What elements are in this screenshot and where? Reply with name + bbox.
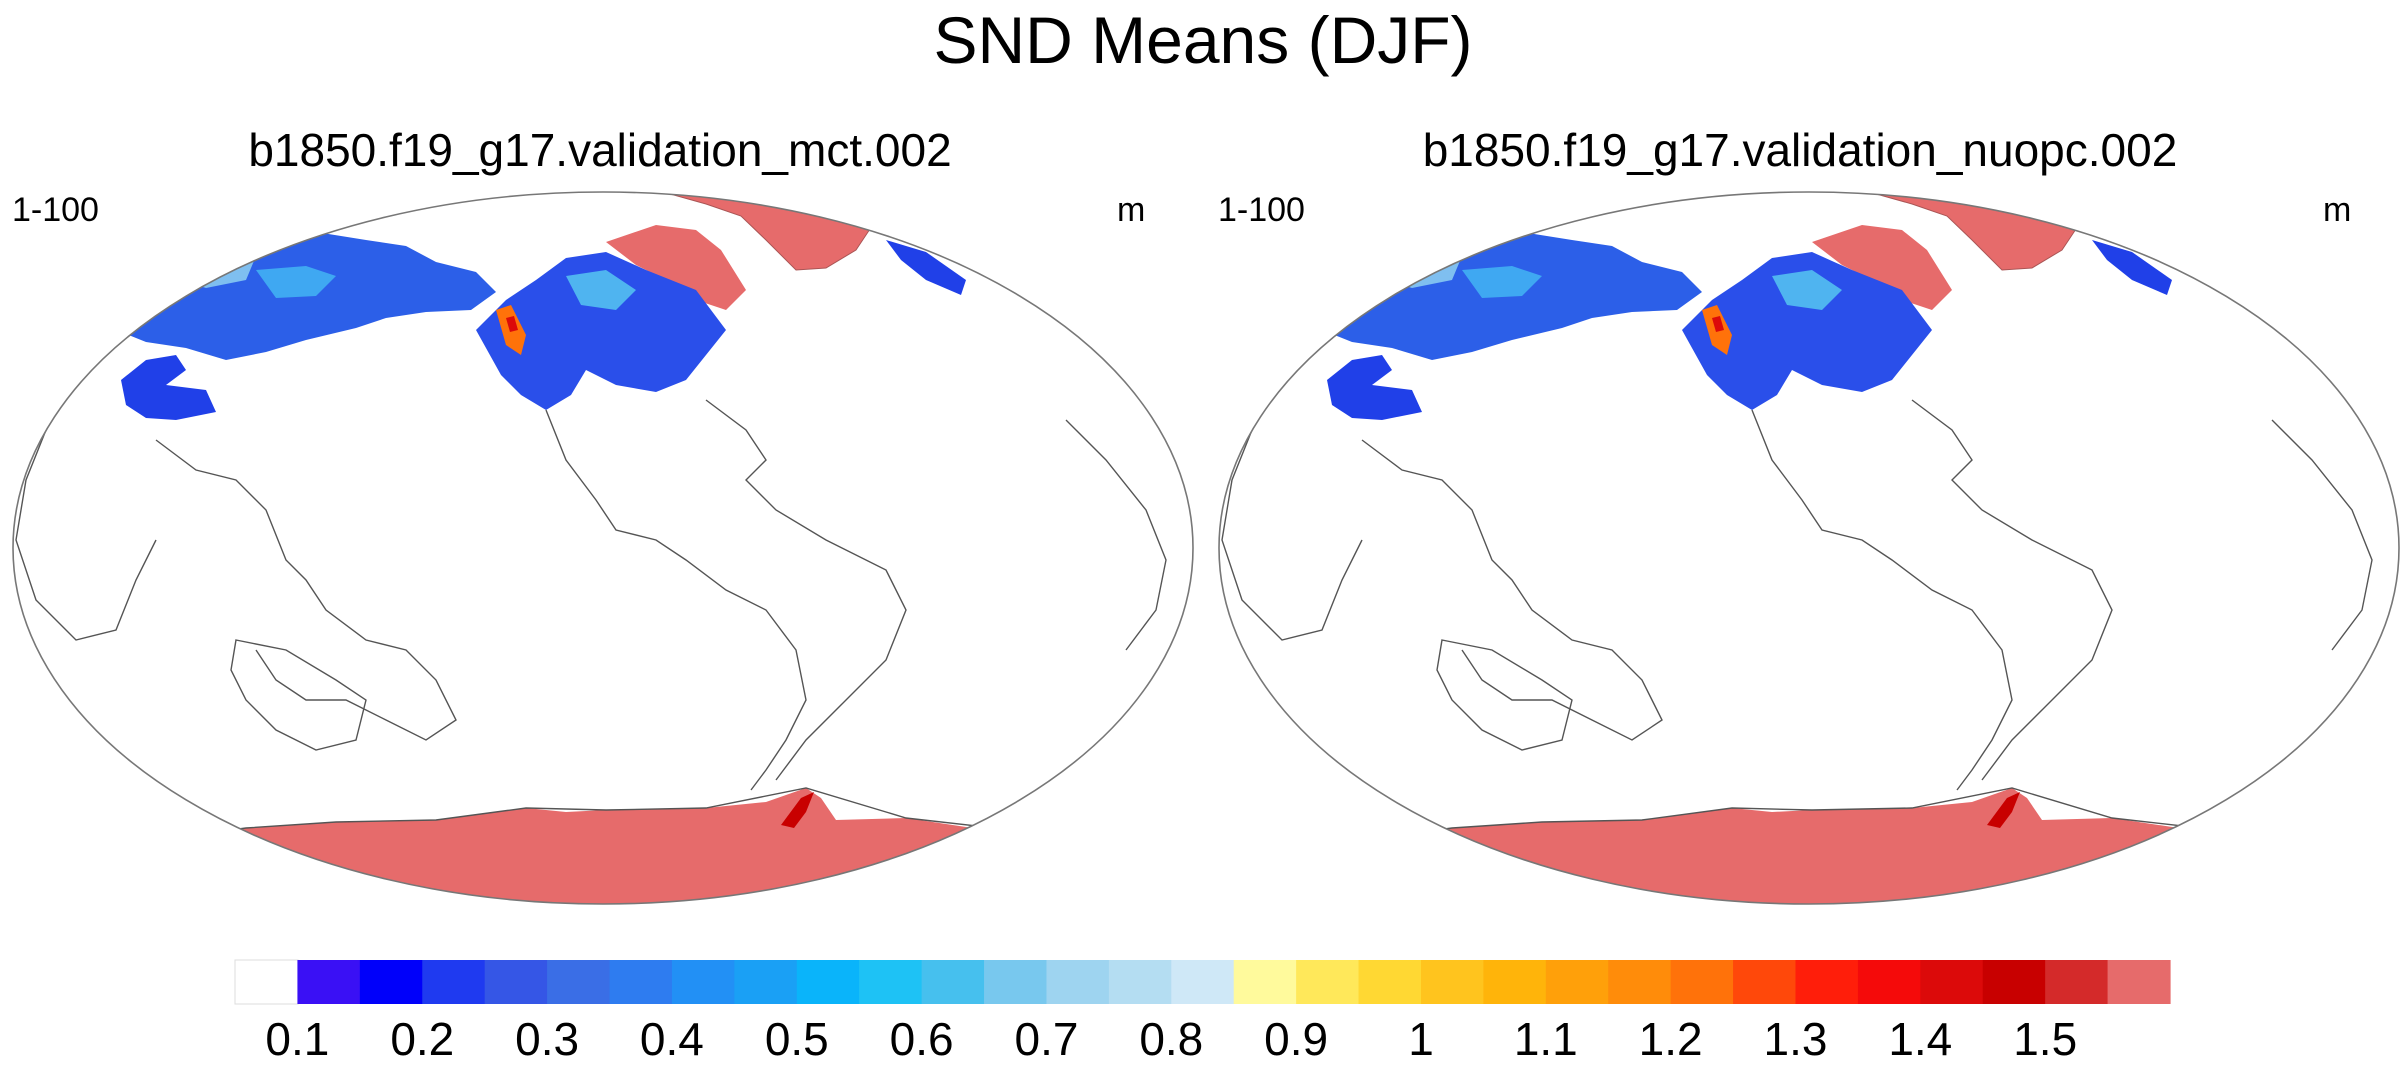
map-frame (1218, 191, 2400, 905)
antarctic-peninsula-hotspot (1987, 792, 2020, 828)
map-frame (12, 191, 1194, 905)
globe-background (13, 192, 1193, 904)
americas-west-coast (1751, 409, 2013, 791)
colorbar-box (1483, 960, 1547, 1004)
colorbar-box (1233, 960, 1297, 1004)
panel-title-left: b1850.f19_g17.validation_mct.002 (248, 124, 952, 176)
colorbar-tick-label: 0.5 (765, 1013, 829, 1065)
colorbar-box (1171, 960, 1235, 1004)
eurasia-mid-snow (1462, 266, 1542, 298)
panel-right-range-label: 1-100 (1218, 191, 1305, 229)
colorbar-box (921, 960, 985, 1004)
colorbar-box (671, 960, 735, 1004)
panel-left-unit-label: m (1117, 191, 1146, 229)
colorbar-tick-label: 0.9 (1264, 1013, 1328, 1065)
colorbar-box (1795, 960, 1859, 1004)
arctic-canada-snow (606, 225, 746, 310)
colorbar-tick-label: 1.3 (1764, 1013, 1828, 1065)
colorbar-box (1296, 960, 1360, 1004)
colorbar-tick-label: 0.1 (265, 1013, 329, 1065)
colorbar-box (2107, 960, 2171, 1004)
colorbar-box (1733, 960, 1797, 1004)
antarctic-peninsula-hotspot (781, 792, 814, 828)
colorbar-box (359, 960, 423, 1004)
australia-coast (230, 639, 367, 751)
colorbar-box (1108, 960, 1172, 1004)
tibet-snow (1327, 355, 1422, 420)
colorbar-box (2045, 960, 2109, 1004)
asia-oceania-coast (155, 439, 457, 741)
colorbar-box (1420, 960, 1484, 1004)
colorbar-box (297, 960, 361, 1004)
colorbar-tick-label: 0.4 (640, 1013, 704, 1065)
colorbar-box (796, 960, 860, 1004)
scandinavia-snow (2092, 240, 2172, 295)
colorbar-box (1920, 960, 1984, 1004)
colorbar-box (1982, 960, 2046, 1004)
colorbar-box (484, 960, 548, 1004)
colorbar-tick-label: 1.2 (1639, 1013, 1703, 1065)
colorbar-box (1857, 960, 1921, 1004)
panel-right-unit-label: m (2323, 191, 2352, 229)
australia-coast (1436, 639, 1573, 751)
colorbar-tick-label: 1.1 (1514, 1013, 1578, 1065)
colorbar-tick-label: 1 (1408, 1013, 1434, 1065)
map-panel-left (12, 191, 1194, 905)
colorbar-boxes (234, 959, 2171, 1005)
north-america-mid-snow (1772, 270, 1842, 310)
americas-west-coast (545, 409, 807, 791)
colorbar-box (734, 960, 798, 1004)
colorbar-tick-label: 1.4 (1888, 1013, 1952, 1065)
colorbar-box (422, 960, 486, 1004)
arctic-canada-snow (1812, 225, 1952, 310)
globe-background (1219, 192, 2399, 904)
scandinavia-snow (886, 240, 966, 295)
north-america-mid-snow (566, 270, 636, 310)
africa-coast (2271, 419, 2373, 651)
tibet-snow (121, 355, 216, 420)
north-america-snow (476, 252, 726, 410)
africa-coast (1065, 419, 1167, 651)
colorbar-box (1670, 960, 1734, 1004)
americas-east-coast (705, 399, 907, 781)
colorbar-box (234, 959, 299, 1005)
colorbar-tick-label: 0.6 (890, 1013, 954, 1065)
figure-title: SND Means (DJF) (933, 3, 1473, 77)
north-america-snow (1682, 252, 1932, 410)
colorbar-box (1545, 960, 1609, 1004)
colorbar-box (1358, 960, 1422, 1004)
antarctica-coast (155, 787, 1193, 871)
colorbar-box (1046, 960, 1110, 1004)
rockies-peak-snow (506, 316, 518, 332)
colorbar-tick-label: 0.2 (390, 1013, 454, 1065)
panel-title-right: b1850.f19_g17.validation_nuopc.002 (1422, 124, 2178, 176)
asia-oceania-coast (1361, 439, 1663, 741)
antarctica-coast (1361, 787, 2399, 871)
colorbar-box (1608, 960, 1672, 1004)
map-panel-right (1218, 191, 2400, 905)
colorbar-tick-label: 0.7 (1015, 1013, 1079, 1065)
colorbar-labels: 0.1 0.2 0.3 0.4 0.5 0.6 0.7 0.8 0.9 1 1.1 1.2 1.3 1.4… (265, 1013, 2077, 1065)
americas-east-coast (1911, 399, 2113, 781)
colorbar-box (859, 960, 923, 1004)
colorbar-tick-label: 0.8 (1139, 1013, 1203, 1065)
rockies-peak-snow (1712, 316, 1724, 332)
asia-west-coast (1221, 379, 1363, 641)
panel-left-range-label: 1-100 (12, 191, 99, 229)
colorbar-box (547, 960, 611, 1004)
asia-west-coast (15, 379, 157, 641)
eurasia-mid-snow (256, 266, 336, 298)
colorbar-tick-label: 0.3 (515, 1013, 579, 1065)
colorbar-box (984, 960, 1048, 1004)
colorbar-box (609, 960, 673, 1004)
colorbar-tick-label: 1.5 (2013, 1013, 2077, 1065)
